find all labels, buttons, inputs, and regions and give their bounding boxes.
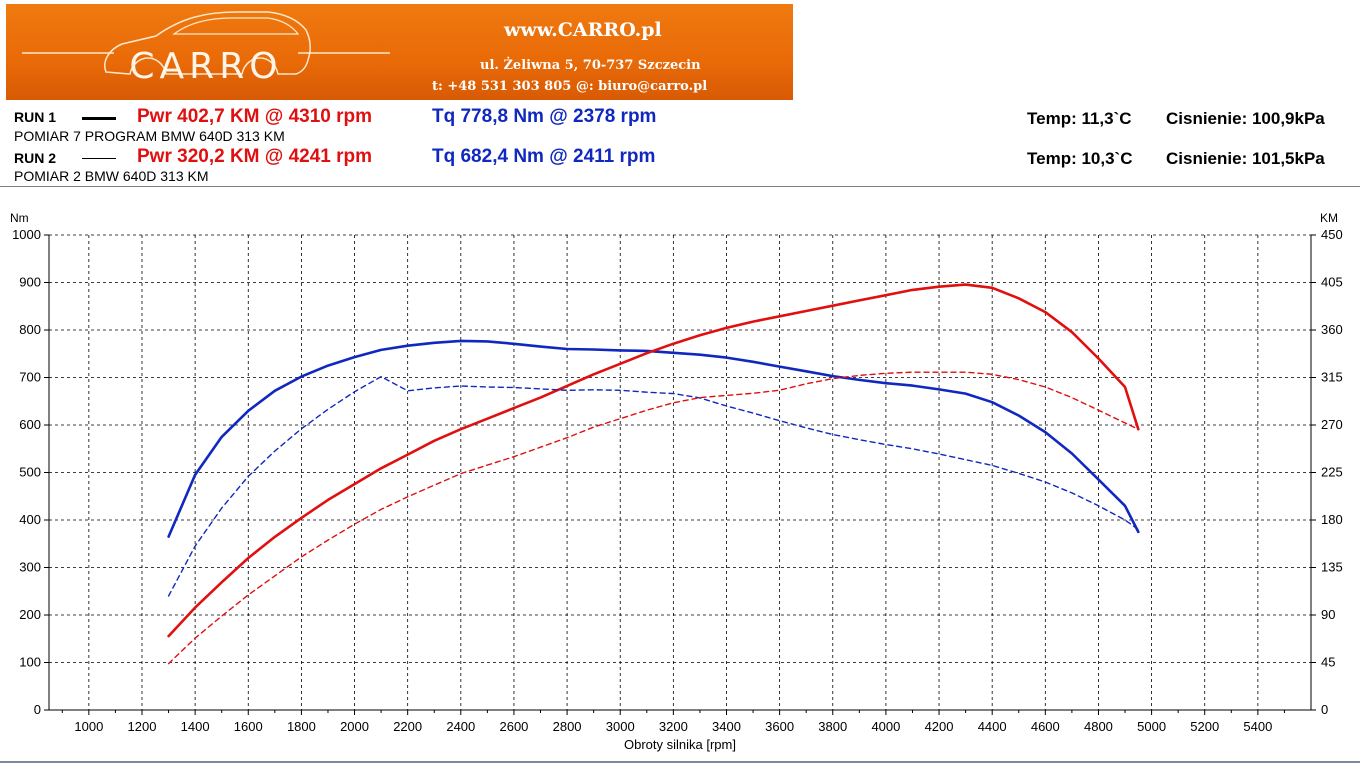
y-left-tick-label: 800 bbox=[19, 322, 41, 337]
run-2-torque-peak: Tq 682,4 Nm @ 2411 rpm bbox=[432, 146, 656, 167]
x-tick-label: 4800 bbox=[1084, 719, 1113, 734]
x-tick-label: 3600 bbox=[765, 719, 794, 734]
x-tick-label: 3000 bbox=[606, 719, 635, 734]
run-1-legend-line bbox=[82, 117, 116, 120]
run-1-power-line bbox=[167, 283, 1140, 638]
y-right-tick-label: 0 bbox=[1321, 702, 1328, 717]
run-2-label: RUN 2 bbox=[14, 150, 57, 166]
y-left-tick-label: 400 bbox=[19, 512, 41, 527]
x-tick-label: 1600 bbox=[234, 719, 263, 734]
x-tick-label: 3200 bbox=[659, 719, 688, 734]
x-tick-label: 5000 bbox=[1137, 719, 1166, 734]
run-2-pressure: Cisnienie: 101,5kPa bbox=[1166, 149, 1325, 168]
y-left-tick-label: 700 bbox=[19, 370, 41, 385]
site-url[interactable]: www.CARRO.pl bbox=[504, 19, 662, 41]
y-right-tick-label: 405 bbox=[1321, 275, 1343, 290]
y-left-tick-label: 500 bbox=[19, 465, 41, 480]
y-right-tick-label: 135 bbox=[1321, 560, 1343, 575]
x-tick-label: 1000 bbox=[74, 719, 103, 734]
x-tick-label: 3400 bbox=[712, 719, 741, 734]
y-left-tick-label: 900 bbox=[19, 275, 41, 290]
run-2-description: POMIAR 2 BMW 640D 313 KM bbox=[14, 168, 209, 184]
run-2-torque-line bbox=[167, 375, 1140, 597]
y-axis-label-right: KM bbox=[1320, 211, 1338, 225]
run-1-label: RUN 1 bbox=[14, 109, 57, 125]
y-right-tick-label: 315 bbox=[1321, 370, 1343, 385]
run-1-torque-peak: Tq 778,8 Nm @ 2378 rpm bbox=[432, 106, 657, 127]
x-tick-label: 5200 bbox=[1190, 719, 1219, 734]
chart-series bbox=[167, 283, 1140, 665]
run-2-temp: Temp: 10,3`C bbox=[1027, 149, 1133, 168]
header-banner: CARRO www.CARRO.pl ul. Żeliwna 5, 70-737… bbox=[6, 4, 793, 100]
x-tick-label: 5400 bbox=[1243, 719, 1272, 734]
address: ul. Żeliwna 5, 70-737 Szczecin bbox=[480, 58, 701, 73]
x-tick-label: 2000 bbox=[340, 719, 369, 734]
x-tick-label: 2600 bbox=[499, 719, 528, 734]
x-tick-label: 2200 bbox=[393, 719, 422, 734]
y-right-tick-label: 450 bbox=[1321, 227, 1343, 242]
y-left-tick-label: 600 bbox=[19, 417, 41, 432]
bottom-border bbox=[0, 761, 1360, 763]
y-right-tick-label: 270 bbox=[1321, 417, 1343, 432]
x-tick-label: 4400 bbox=[978, 719, 1007, 734]
run-2-legend-line bbox=[82, 158, 116, 159]
run-1-temp: Temp: 11,3`C bbox=[1027, 109, 1132, 128]
logo-text: CARRO bbox=[129, 46, 282, 87]
x-tick-label: 1200 bbox=[128, 719, 157, 734]
chart-grid bbox=[49, 234, 1311, 710]
y-right-tick-label: 90 bbox=[1321, 607, 1335, 622]
run-1-torque-line bbox=[167, 339, 1140, 538]
chart-ticks: 1000 1200 1400 1600 1800 2000 2200 2400 2600 2800… bbox=[12, 227, 1343, 734]
x-axis-label: Obroty silnika [rpm] bbox=[624, 737, 736, 752]
y-left-tick-label: 1000 bbox=[12, 227, 41, 242]
car-logo-icon: CARRO bbox=[22, 11, 390, 87]
run-1-power-peak: Pwr 402,7 KM @ 4310 rpm bbox=[137, 106, 373, 127]
y-right-tick-label: 45 bbox=[1321, 655, 1335, 670]
x-tick-label: 2800 bbox=[553, 719, 582, 734]
y-left-tick-label: 200 bbox=[19, 607, 41, 622]
y-axis-label-left: Nm bbox=[10, 211, 29, 225]
x-tick-label: 1400 bbox=[181, 719, 210, 734]
run-2-power-peak: Pwr 320,2 KM @ 4241 rpm bbox=[137, 146, 373, 167]
x-tick-label: 1800 bbox=[287, 719, 316, 734]
y-left-tick-label: 300 bbox=[19, 560, 41, 575]
y-right-tick-label: 225 bbox=[1321, 465, 1343, 480]
x-tick-label: 4600 bbox=[1031, 719, 1060, 734]
x-tick-label: 2400 bbox=[446, 719, 475, 734]
x-tick-label: 4000 bbox=[871, 719, 900, 734]
run-2-power-line bbox=[167, 371, 1140, 665]
y-left-tick-label: 100 bbox=[19, 655, 41, 670]
header-separator bbox=[0, 186, 1360, 187]
y-left-tick-label: 0 bbox=[34, 702, 41, 717]
run-1-pressure: Cisnienie: 100,9kPa bbox=[1166, 109, 1325, 128]
y-right-tick-label: 180 bbox=[1321, 512, 1343, 527]
run-1-description: POMIAR 7 PROGRAM BMW 640D 313 KM bbox=[14, 128, 285, 144]
y-right-tick-label: 360 bbox=[1321, 322, 1343, 337]
x-tick-label: 4200 bbox=[925, 719, 954, 734]
contact-info: t: +48 531 303 805 @: biuro@carro.pl bbox=[432, 79, 708, 94]
x-tick-label: 3800 bbox=[818, 719, 847, 734]
